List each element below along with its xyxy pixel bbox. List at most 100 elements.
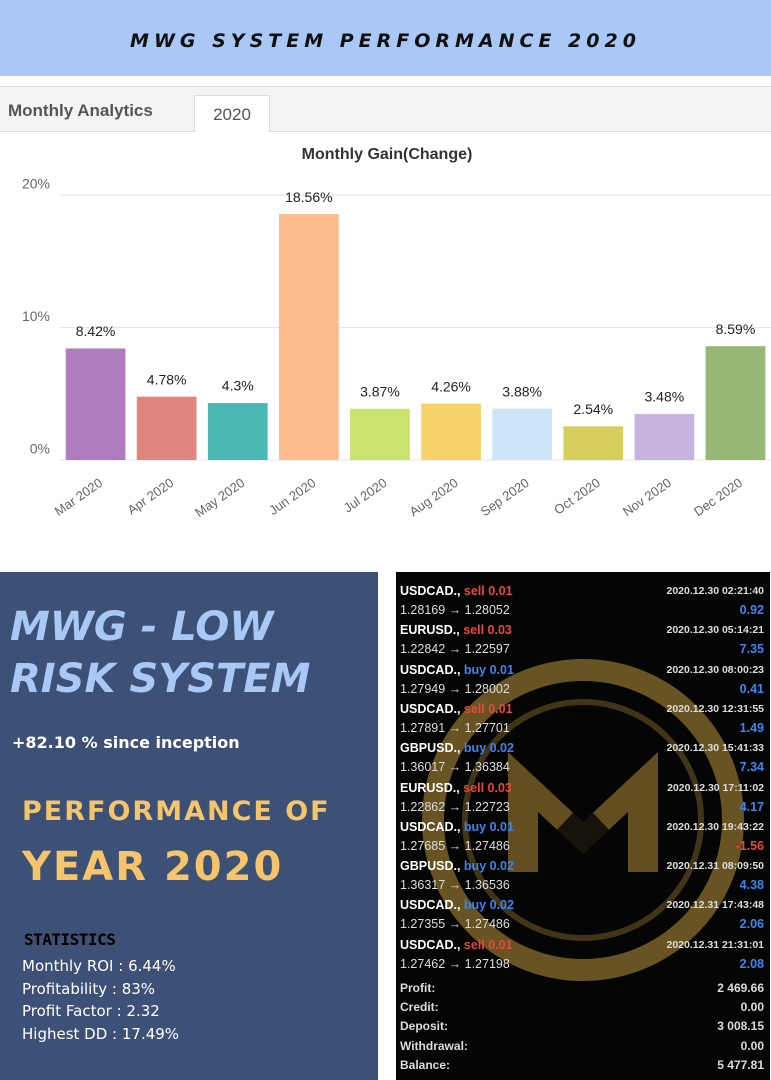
trade-prices: 1.36317 → 1.36536 [400, 878, 510, 893]
trade-time: 2020.12.30 02:21:40 [666, 585, 765, 597]
trade-symbol: USDCAD., buy 0.01 [400, 820, 514, 834]
summary-label: Deposit: [400, 1019, 448, 1034]
trade-row: USDCAD., buy 0.02 2020.12.31 17:43:48 1.27… [396, 898, 770, 936]
bar [136, 396, 197, 460]
summary-value: 2 469.66 [717, 981, 764, 995]
trade-time: 2020.12.31 21:31:01 [666, 938, 765, 951]
trade-prices: 1.27949 → 1.28002 [400, 681, 510, 696]
symbol: USDCAD., [400, 584, 461, 598]
summary-value: 0.00 [740, 1000, 764, 1015]
trade-row: USDCAD., sell 0.01 2020.12.30 02:21:40 1.2… [396, 584, 770, 622]
trade-profit: 4.38 [739, 878, 764, 893]
year-tab[interactable]: 2020 [194, 95, 270, 132]
value-label: 3.87% [360, 383, 400, 399]
trade-time: 2020.12.30 05:14:21 [666, 624, 765, 637]
trade-profit: 4.17 [739, 799, 764, 814]
value-label: 2.54% [573, 401, 613, 417]
value-label: 18.56% [285, 189, 332, 205]
panel-title: RISK SYSTEM [10, 656, 311, 702]
value-label: 3.88% [502, 383, 542, 399]
trade-time: 2020.12.30 19:43:22 [666, 820, 765, 833]
header: MWG SYSTEM PERFORMANCE 2020 [0, 0, 771, 76]
x-tick-label: Nov 2020 [620, 475, 674, 519]
bar [350, 408, 410, 460]
trade-row: USDCAD., sell 0.01 2020.12.31 21:31:01 1.2… [396, 938, 770, 976]
x-tick-label: May 2020 [192, 475, 247, 520]
summary-value: 5 477.81 [717, 1057, 764, 1072]
trade-prices: 1.27891 → 1.27701 [400, 720, 510, 735]
summary-value: 0.00 [740, 1038, 764, 1053]
summary-row: Balance: 5 477.81 [396, 1058, 770, 1076]
stat: Profit Factor : 2.32 [22, 1002, 160, 1020]
trade-prices: 1.27685 → 1.27486 [400, 838, 510, 853]
symbol: EURUSD., [400, 623, 460, 638]
symbol: USDCAD., [400, 937, 461, 952]
symbol: GBPUSD., [400, 859, 461, 874]
symbol: USDCAD., [400, 819, 461, 834]
trade-time: 2020.12.30 12:31:55 [666, 702, 765, 715]
order: buy 0.02 [463, 859, 514, 874]
trade-symbol: GBPUSD., buy 0.02 [400, 859, 514, 873]
x-tick-label: Aug 2020 [407, 475, 461, 519]
trade-history: USDCAD., sell 0.01 2020.12.30 02:21:40 1.2… [396, 572, 770, 1080]
summary-row: Deposit: 3 008.15 [396, 1019, 770, 1037]
symbol: USDCAD., [400, 701, 461, 716]
trade-profit: 2.08 [739, 956, 764, 971]
bar [563, 426, 624, 460]
summary-label: Balance: [400, 1057, 451, 1072]
bar [705, 346, 766, 460]
trade-time: 2020.12.31 17:43:48 [666, 899, 765, 912]
chart: Monthly Gain(Change) 0% 10% 20% 8.42% Mar 20… [22, 146, 771, 520]
x-tick-label: Apr 2020 [125, 475, 177, 518]
trade-time: 2020.12.31 08:09:50 [666, 860, 765, 873]
trade-profit: 2.06 [739, 917, 764, 932]
x-tick-label: Sep 2020 [478, 475, 532, 519]
since-inception: +82.10 % since inception [12, 733, 240, 752]
trade-profit: 7.35 [739, 642, 764, 657]
trade-row: EURUSD., sell 0.03 2020.12.30 17:11:02 1.2… [396, 781, 770, 819]
order: sell 0.01 [463, 584, 513, 598]
order: sell 0.03 [463, 780, 512, 795]
tab-bar [0, 86, 771, 132]
symbol: GBPUSD., [400, 741, 461, 756]
chart-title: Monthly Gain(Change) [302, 146, 473, 163]
trade-row: EURUSD., sell 0.03 2020.12.30 05:14:21 1.2… [396, 623, 770, 661]
order: sell 0.01 [463, 701, 513, 716]
logo [422, 659, 744, 981]
info-panel: MWG - LOW RISK SYSTEM +82.10 % since inc… [0, 572, 378, 1080]
order: buy 0.02 [463, 741, 514, 756]
x-tick-label: Jun 2020 [266, 475, 318, 518]
summary-row: Credit: 0.00 [396, 1000, 770, 1018]
stat: Profitability : 83% [22, 980, 156, 998]
trade-prices: 1.22842 → 1.22597 [400, 642, 510, 657]
bar [278, 214, 339, 460]
order: buy 0.02 [463, 898, 514, 913]
trade-time: 2020.12.30 15:41:33 [666, 742, 765, 755]
trade-profit: -1.56 [735, 838, 765, 853]
trade-symbol: USDCAD., sell 0.01 [400, 938, 513, 952]
order: sell 0.01 [463, 937, 513, 952]
trade-symbol: USDCAD., sell 0.01 [400, 702, 513, 716]
trade-symbol: EURUSD., sell 0.03 [400, 781, 512, 795]
bar [207, 403, 268, 460]
stat: Highest DD : 17.49% [22, 1025, 180, 1043]
performance-label: PERFORMANCE OF [22, 796, 331, 827]
value-label: 4.26% [431, 378, 471, 394]
trade-row: USDCAD., sell 0.01 2020.12.30 12:31:55 1.2… [396, 702, 770, 740]
trade-symbol: USDCAD., sell 0.01 [400, 584, 513, 598]
trade-row: USDCAD., buy 0.01 2020.12.30 19:43:22 1.27… [396, 820, 770, 858]
trade-time: 2020.12.30 17:11:02 [667, 781, 764, 794]
trade-prices: 1.22862 → 1.22723 [400, 799, 510, 814]
header-title: MWG SYSTEM PERFORMANCE 2020 [130, 30, 641, 52]
trade-prices: 1.28169 → 1.28052 [400, 603, 510, 617]
x-tick-label: Oct 2020 [551, 475, 603, 518]
y-tick-label: 10% [22, 308, 50, 324]
y-tick-label: 0% [30, 441, 50, 457]
trade-profit: 0.41 [739, 681, 764, 696]
panel-title: MWG - LOW [10, 604, 274, 650]
value-label: 4.78% [147, 371, 187, 387]
order: buy 0.01 [463, 662, 514, 677]
value-label: 8.42% [76, 323, 116, 339]
trade-symbol: USDCAD., buy 0.02 [400, 898, 514, 912]
